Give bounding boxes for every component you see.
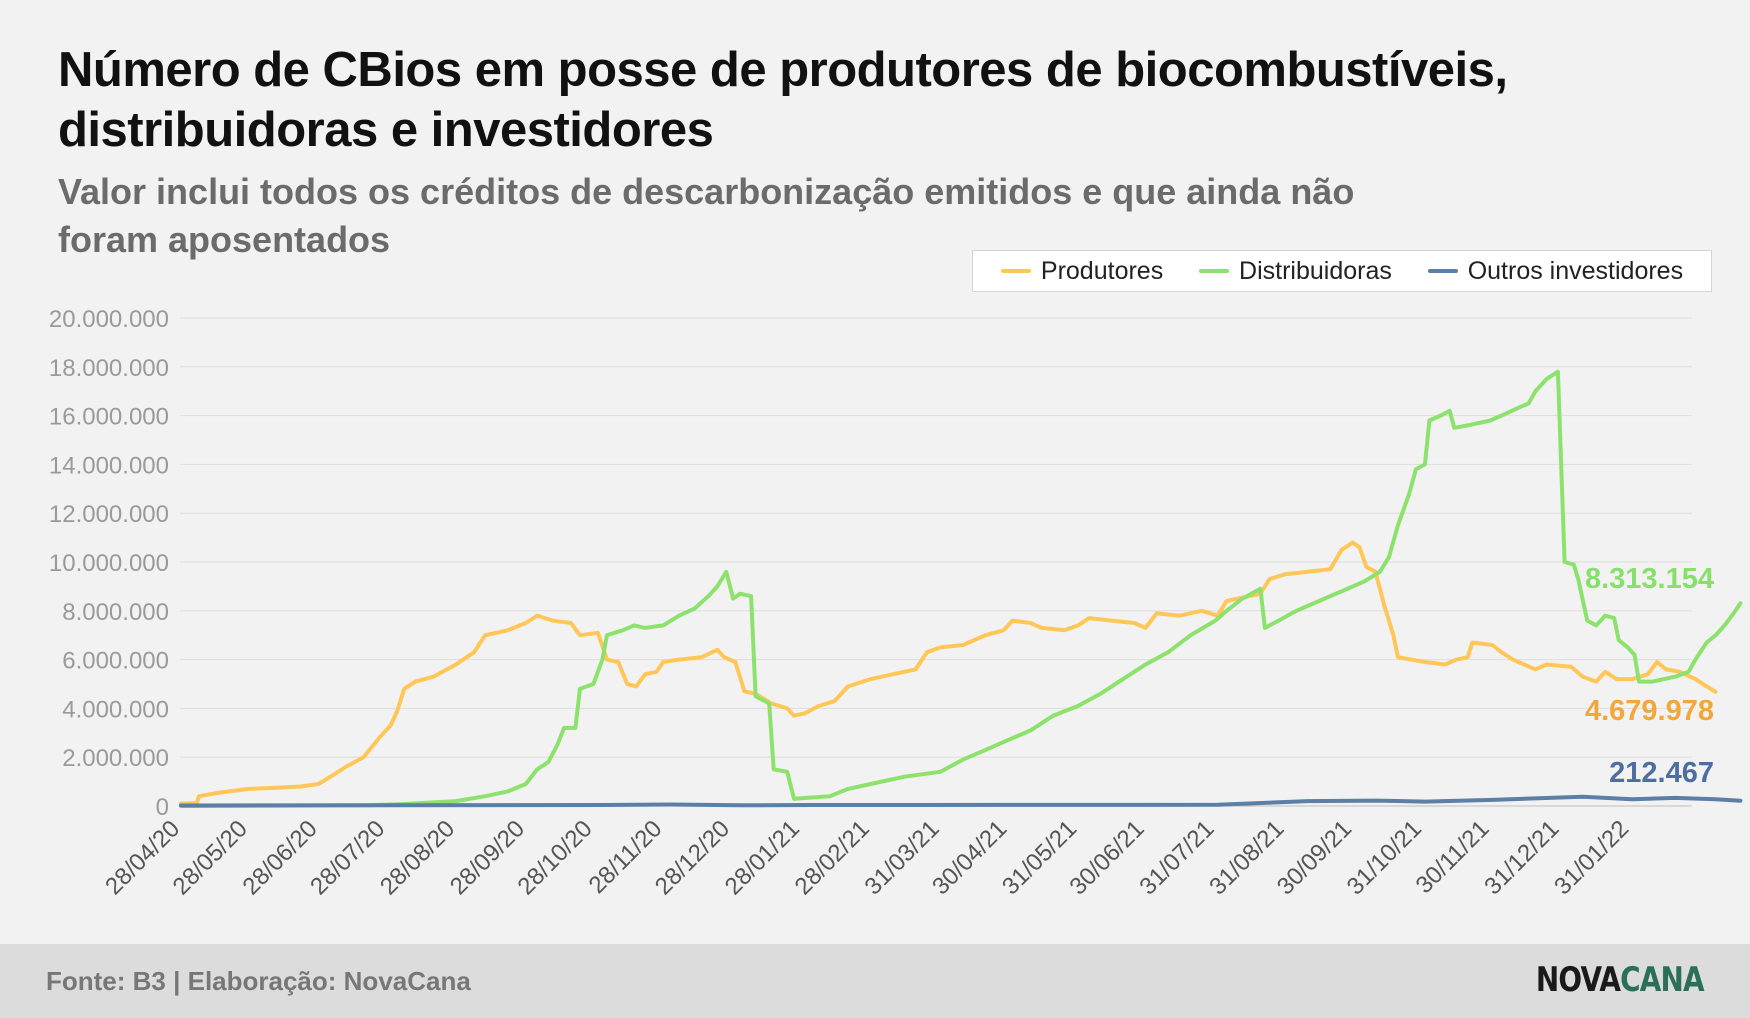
end-value-label: 8.313.154 <box>1585 563 1714 595</box>
y-tick-label: 20.000.000 <box>49 306 169 333</box>
source-note: Fonte: B3 | Elaboração: NovaCana <box>46 966 471 996</box>
legend: Produtores Distribuidoras Outros investi… <box>972 250 1712 292</box>
series-line-2 <box>179 794 1743 808</box>
y-tick-label: 18.000.000 <box>49 355 169 382</box>
chart-subtitle: Valor inclui todos os créditos de descar… <box>58 171 1355 260</box>
x-tick-label: 28/01/21 <box>720 815 805 900</box>
end-value-label: 212.467 <box>1609 757 1714 789</box>
logo-part-cana: CANA <box>1620 960 1704 1000</box>
x-tick-label: 28/05/20 <box>168 815 253 900</box>
x-tick-label: 31/12/21 <box>1479 815 1564 900</box>
x-tick-label: 28/02/21 <box>790 815 875 900</box>
y-tick-label: 0 <box>156 794 169 821</box>
x-tick-label: 30/09/21 <box>1272 815 1357 900</box>
x-tick-label: 28/10/20 <box>512 815 597 900</box>
y-tick-label: 14.000.000 <box>49 452 169 479</box>
legend-label-distribuidoras: Distribuidoras <box>1239 256 1392 285</box>
x-tick-label: 30/11/21 <box>1411 815 1495 899</box>
legend-swatch-outros-investidores <box>1427 269 1458 273</box>
footer: Fonte: B3 | Elaboração: NovaCana NOVACAN… <box>0 944 1750 1018</box>
x-tick-label: 30/06/21 <box>1065 815 1150 900</box>
series-line-1 <box>179 369 1743 808</box>
legend-label-produtores: Produtores <box>1040 256 1164 285</box>
line-chart: 0 2.000.000 4.000.000 6.000.000 8.000.000 10.… <box>49 306 1743 900</box>
y-tick-label: 8.000.000 <box>62 599 169 626</box>
x-tick-label: 28/08/20 <box>375 815 460 900</box>
legend-item-distribuidoras: Distribuidoras <box>1199 257 1392 286</box>
legend-swatch-distribuidoras <box>1199 269 1230 273</box>
y-tick-label: 12.000.000 <box>49 501 169 528</box>
series-line-0 <box>179 540 1718 806</box>
y-tick-label: 4.000.000 <box>62 696 169 723</box>
y-tick-label: 6.000.000 <box>62 648 169 675</box>
x-tick-label: 31/03/21 <box>860 815 945 900</box>
x-tick-label: 28/06/20 <box>238 815 323 900</box>
x-tick-label: 31/05/21 <box>997 815 1082 900</box>
y-tick-label: 10.000.000 <box>49 550 169 577</box>
end-value-label: 4.679.978 <box>1585 695 1714 727</box>
x-tick-label: 28/09/20 <box>445 815 530 900</box>
x-tick-label: 31/01/22 <box>1549 815 1634 900</box>
x-tick-label: 31/10/21 <box>1342 815 1427 900</box>
y-tick-label: 16.000.000 <box>49 404 169 431</box>
chart-title: Número de CBios em posse de produtores d… <box>58 43 1508 157</box>
x-tick-label: 28/12/20 <box>650 815 735 900</box>
x-tick-label: 31/07/21 <box>1134 815 1219 900</box>
x-tick-label: 30/04/21 <box>927 815 1012 900</box>
y-tick-label: 2.000.000 <box>62 745 169 772</box>
x-tick-label: 28/04/20 <box>100 815 185 900</box>
logo-part-nova: NOVA <box>1536 960 1621 1000</box>
legend-swatch-produtores <box>1000 269 1031 273</box>
legend-item-produtores: Produtores <box>1000 256 1164 286</box>
x-tick-label: 28/07/20 <box>305 815 390 900</box>
x-tick-label: 31/08/21 <box>1204 815 1289 900</box>
legend-label-outros-investidores: Outros investidores <box>1467 256 1684 285</box>
novacana-logo: NOVACANA <box>1536 960 1705 1000</box>
legend-item-outros-investidores: Outros investidores <box>1427 256 1684 286</box>
